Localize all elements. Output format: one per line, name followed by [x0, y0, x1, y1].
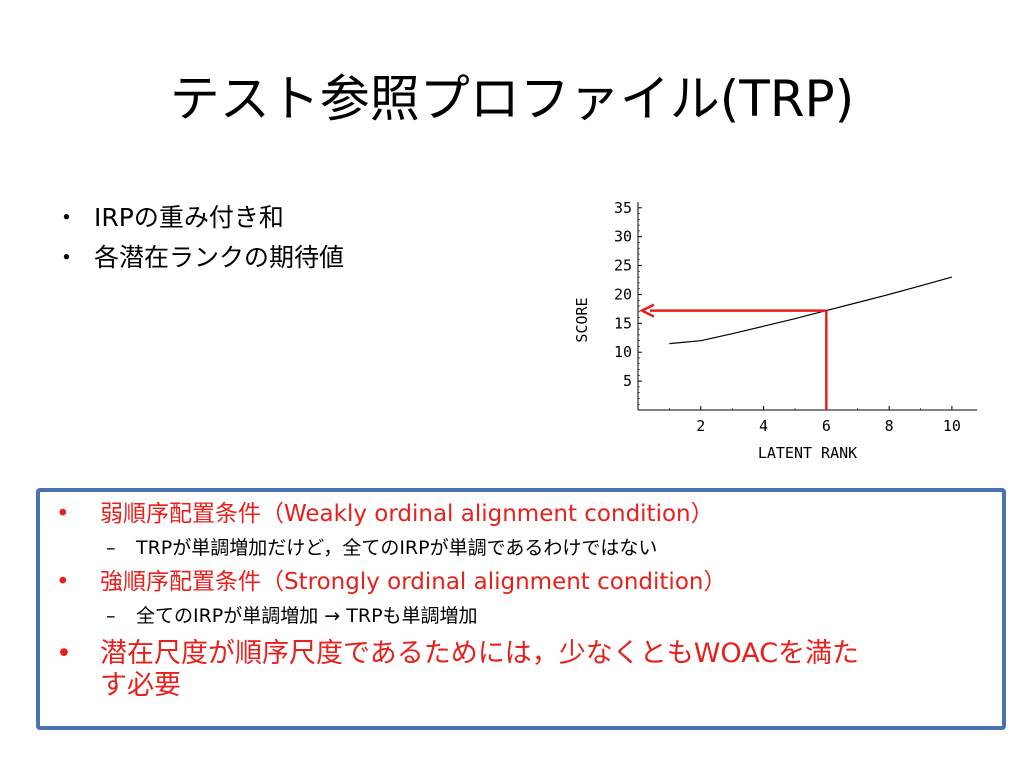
slide-title: テスト参照プロファイル(TRP) [169, 70, 855, 128]
weak-condition-detail: – TRPが単調増加だけど，全てのIRPが単調であるわけではない [52, 532, 990, 564]
trp-chart: 5 10 15 20 25 30 35 2 4 6 8 10 LATENT RANK SCORE [565, 192, 985, 472]
top-bullet-item: ・ IRPの重み付き和 [50, 198, 344, 238]
x-tick-label: 8 [885, 417, 894, 435]
y-tick-label: 15 [614, 314, 632, 332]
ordinal-scale-item: • 潜在尺度が順序尺度であるためには，少なくともWOACを満た す必要 [52, 638, 990, 702]
bullet-marker: ・ [54, 203, 80, 232]
x-tick-label: 2 [696, 417, 705, 435]
y-tick-label: 35 [614, 199, 632, 217]
y-tick-label: 10 [614, 343, 632, 361]
strong-condition-text: 強順序配置条件（Strongly ordinal alignment condi… [100, 569, 727, 595]
bullet-marker: ・ [54, 243, 80, 272]
conditions-content: • 弱順序配置条件（Weakly ordinal alignment condi… [52, 496, 990, 702]
ordinal-scale-text: 潜在尺度が順序尺度であるためには，少なくともWOACを満た す必要 [100, 638, 859, 702]
x-tick-label: 6 [822, 417, 831, 435]
weak-condition-detail-text: TRPが単調増加だけど，全てのIRPが単調であるわけではない [136, 537, 658, 559]
top-bullet-item: ・ 各潜在ランクの期待値 [50, 238, 344, 278]
strong-condition-detail-text: 全てのIRPが単調増加 → TRPも単調増加 [136, 605, 478, 627]
trp-series-line [669, 276, 953, 345]
trp-chart-svg: 5 10 15 20 25 30 35 2 4 6 8 10 LATENT RANK SCORE [573, 199, 977, 462]
bullet-marker: • [56, 638, 72, 669]
dash-marker: – [106, 605, 116, 627]
ordinal-scale-text-line2: す必要 [100, 670, 181, 701]
top-bullet-list: ・ IRPの重み付き和 ・ 各潜在ランクの期待値 [50, 198, 344, 278]
bullet-marker: • [56, 501, 70, 527]
dash-marker: – [106, 537, 116, 559]
x-axis-label: LATENT RANK [758, 444, 857, 462]
y-axis-label: SCORE [573, 297, 591, 342]
ordinal-scale-text-line1: 潜在尺度が順序尺度であるためには，少なくともWOACを満た [100, 638, 860, 669]
x-tick-label: 4 [759, 417, 768, 435]
y-tick-label: 20 [614, 285, 632, 303]
weak-condition-item: • 弱順序配置条件（Weakly ordinal alignment condi… [52, 496, 990, 532]
conditions-box: • 弱順序配置条件（Weakly ordinal alignment condi… [36, 488, 1006, 730]
x-tick-label: 10 [943, 417, 961, 435]
weak-condition-text: 弱順序配置条件（Weakly ordinal alignment conditi… [100, 501, 714, 527]
annotation-arrowhead [639, 303, 655, 318]
bullet-marker: • [56, 569, 70, 595]
bullet-text: IRPの重み付き和 [94, 203, 284, 232]
bullet-text: 各潜在ランクの期待値 [94, 243, 345, 272]
y-tick-label: 25 [614, 257, 632, 275]
y-tick-label: 30 [614, 228, 632, 246]
strong-condition-detail: – 全てのIRPが単調増加 → TRPも単調増加 [52, 600, 990, 632]
strong-condition-item: • 強順序配置条件（Strongly ordinal alignment con… [52, 564, 990, 600]
y-tick-label: 5 [623, 372, 632, 390]
